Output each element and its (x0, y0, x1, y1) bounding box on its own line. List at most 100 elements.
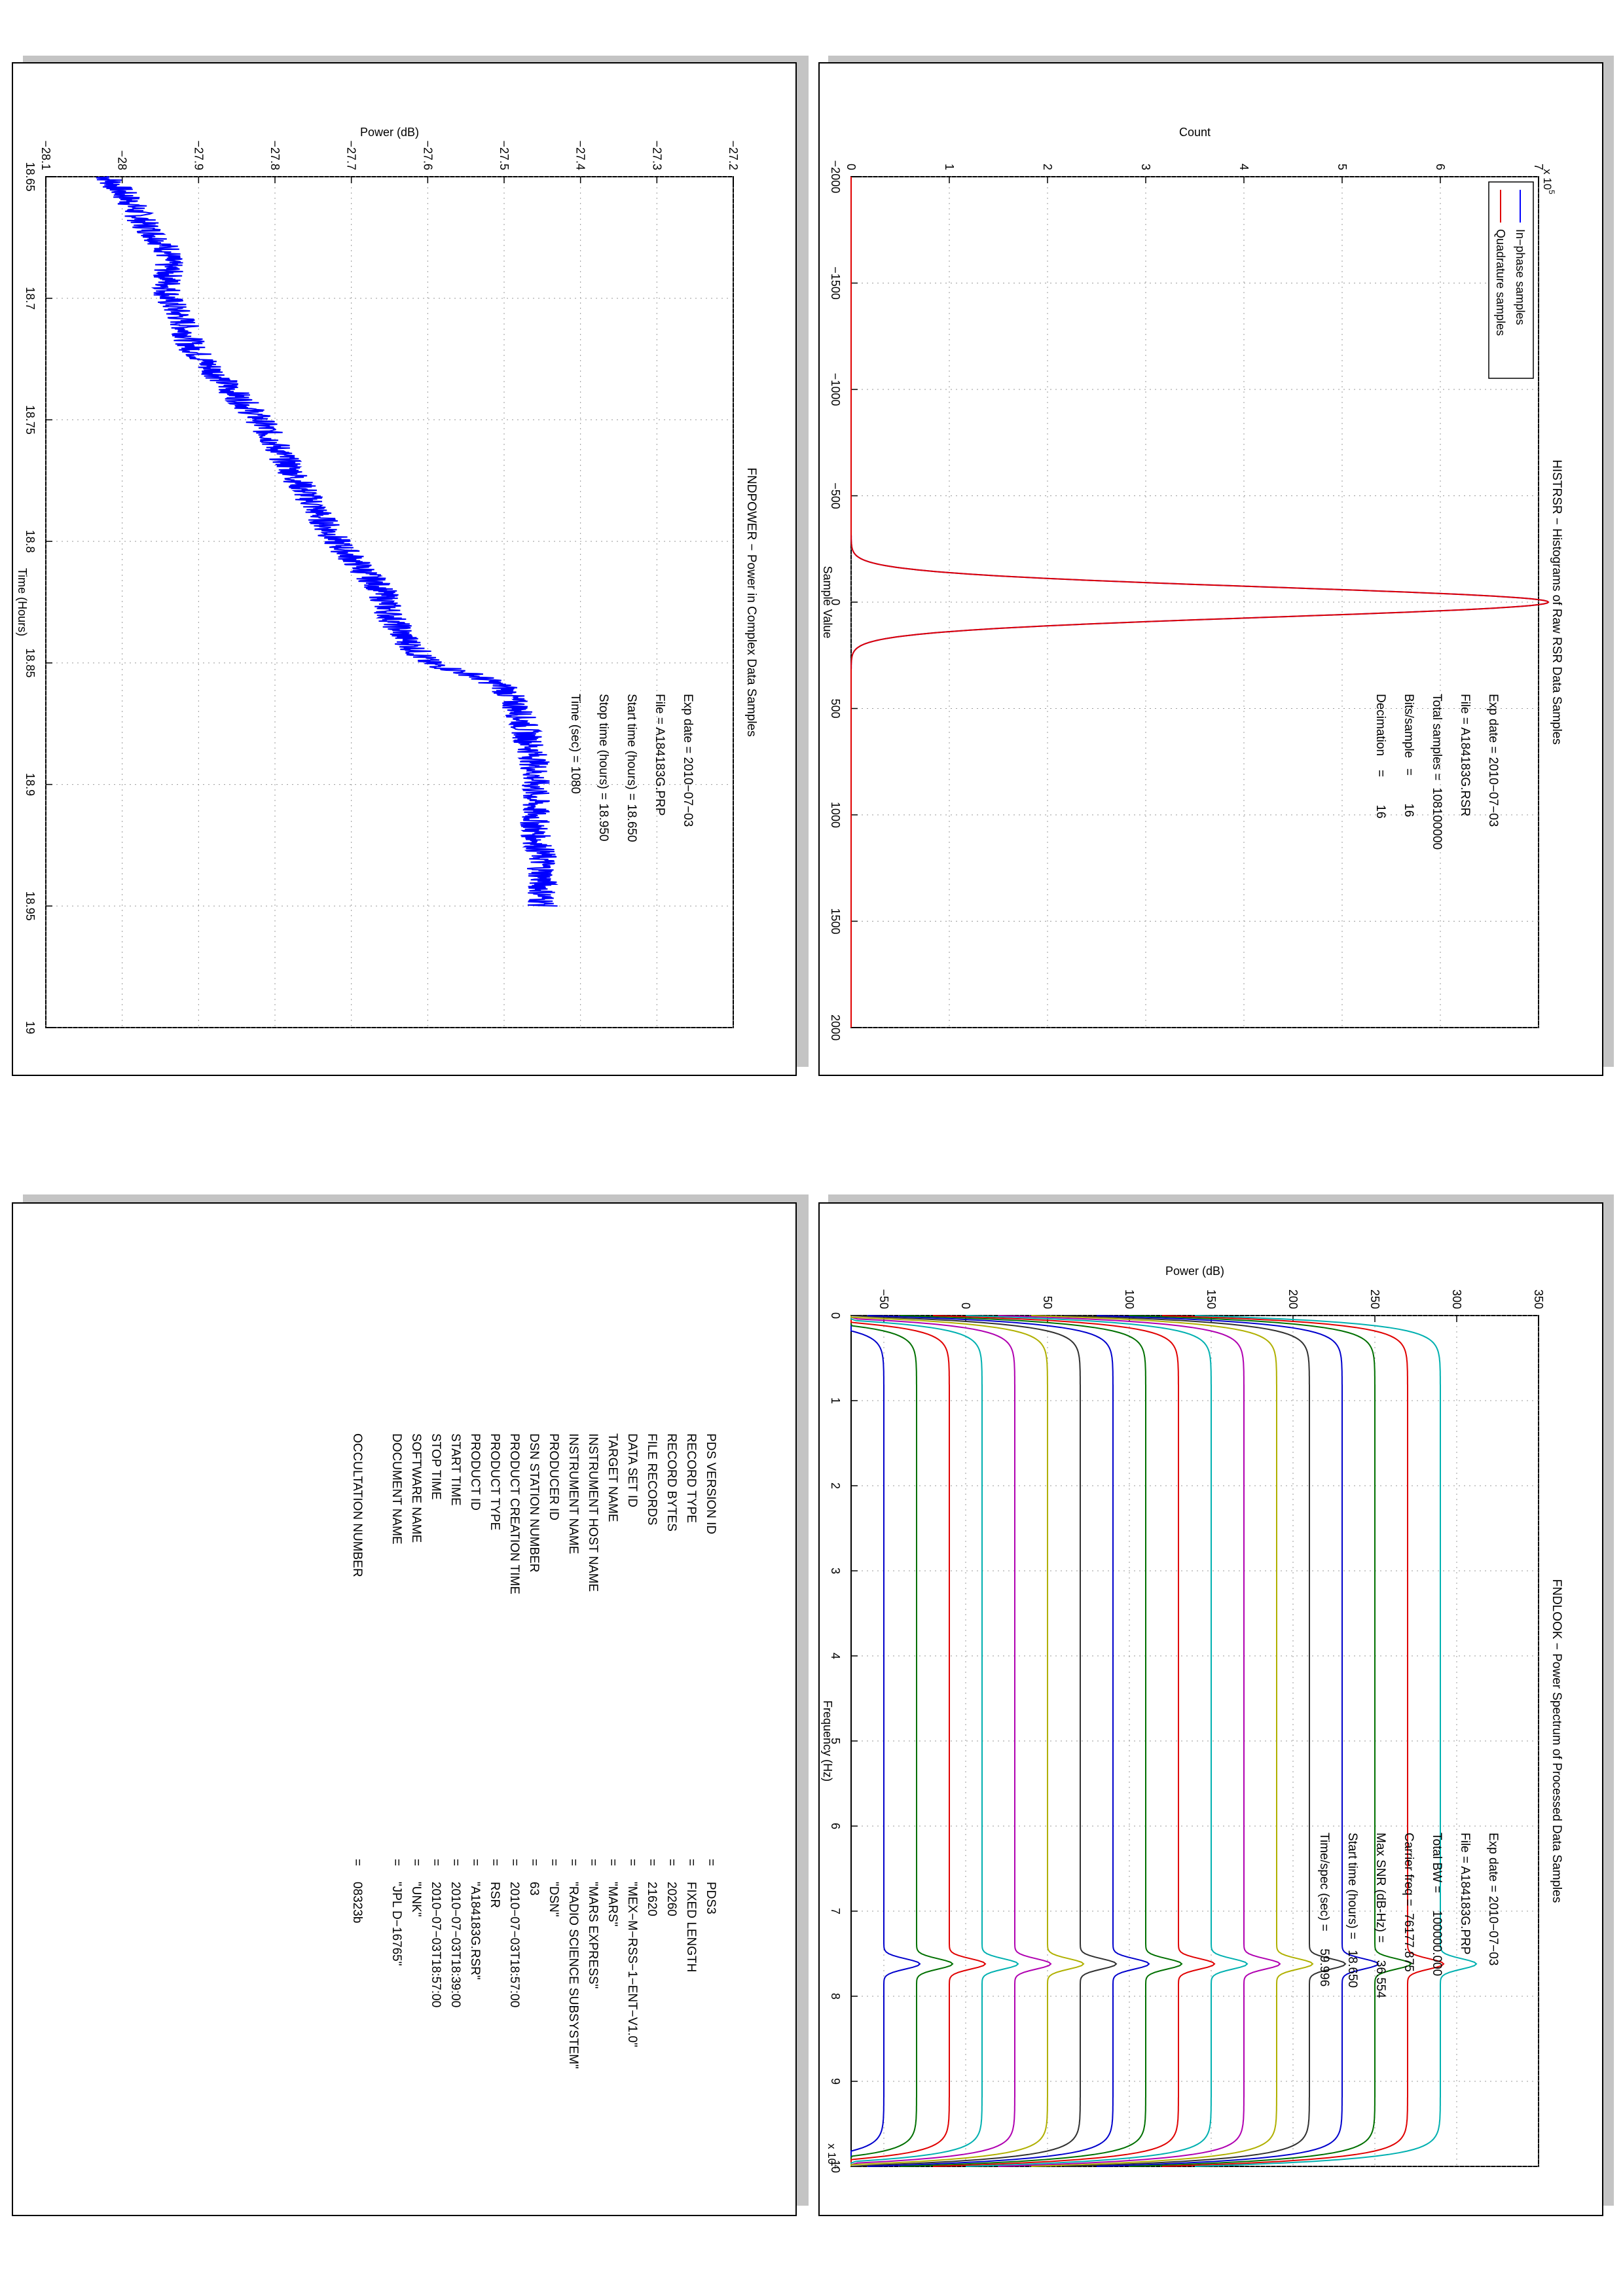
look-info: Exp date = 2010−07−03 File = A184183G.PR… (1317, 1833, 1500, 1998)
look-series-line (1063, 1315, 1347, 2167)
hist-tick-label-x: 1500 (829, 908, 842, 934)
power-info-line: Stop time (hours) = 18.950 (596, 694, 610, 842)
label-value: 2010−07−03T18:57:00 (507, 1882, 521, 2007)
look-tick-label-y: −50 (877, 1289, 890, 1309)
power-tick-label-y: −28.1 (39, 140, 52, 170)
label-equals: = (409, 1859, 423, 1866)
hist-info-line: Exp date = 2010−07−03 (1486, 694, 1500, 827)
look-ylabel: Power (dB) (1165, 1265, 1224, 1278)
label-value: "UNK" (409, 1882, 423, 1917)
label-value: "MEX−M−RSS−1−ENT−V1.0" (625, 1882, 639, 2047)
look-tick-label-x: 3 (829, 1568, 842, 1574)
look-tick-label-x: 2 (829, 1482, 842, 1489)
label-value: 20260 (665, 1882, 678, 1916)
label-key: PRODUCT CREATION TIME (507, 1433, 521, 1594)
power-tick-label-y: −27.9 (192, 140, 205, 170)
look-info-line: Total BW = 100000.000 (1430, 1833, 1444, 1976)
look-info-line: Carrier freq = 76177.875 (1402, 1833, 1415, 1972)
look-series (850, 1315, 1478, 2167)
label-key: DATA SET ID (625, 1433, 639, 1507)
hist-xlabel: Sample Value (821, 566, 834, 639)
power-tick-label-y: −27.8 (268, 140, 282, 170)
look-series-line (850, 1315, 1118, 2167)
look-tick-label-x: 9 (829, 2078, 842, 2085)
label-key: DSN STATION NUMBER (527, 1433, 541, 1573)
hist-tick-label-x: 500 (829, 698, 842, 718)
label-value: "A184183G.RSR" (468, 1882, 482, 1980)
power-tick-label-x: 18.9 (24, 773, 37, 796)
look-tick-label-x: 7 (829, 1908, 842, 1914)
look-series-line (850, 1316, 987, 2166)
label-key: INSTRUMENT NAME (566, 1433, 580, 1554)
look-tick-label-x: 6 (829, 1823, 842, 1829)
label-equals: = (665, 1859, 678, 1866)
label-equals: = (547, 1859, 560, 1866)
look-chart: 0 1 2 3 4 5 6 7 8 9 10 −50 0 50 100 150 200 250 300 350 FND… (821, 1265, 1563, 2173)
look-exponent-base: x 10 (826, 2144, 838, 2164)
label-equals: = (645, 1859, 659, 1866)
hist-tick-label-y: 2 (1041, 164, 1054, 170)
power-ylabel: Power (dB) (360, 126, 419, 139)
label-equals: = (625, 1859, 639, 1866)
label-value: "MARS EXPRESS" (586, 1882, 600, 1988)
label-value: 21620 (645, 1882, 659, 1916)
hist-tick-label-y: 3 (1139, 164, 1152, 170)
look-tick-label-x: 8 (829, 1993, 842, 2000)
power-info-line: File = A184183G.PRP (653, 694, 666, 816)
look-tick-label-y: 250 (1368, 1289, 1381, 1309)
label-equals: = (527, 1859, 541, 1866)
label-value: PDS3 (704, 1882, 718, 1914)
label-key: DOCUMENT NAME (390, 1433, 403, 1545)
power-xlabel: Time (Hours) (16, 568, 29, 636)
label-equals: = (507, 1859, 521, 1866)
look-info-line: Start time (hours) = 18.650 (1345, 1833, 1359, 1988)
look-tick-label-y: 200 (1286, 1289, 1300, 1309)
look-exponent: x 104 (826, 2144, 841, 2169)
label-key: RECORD BYTES (665, 1433, 678, 1532)
label-key: STOP TIME (429, 1433, 443, 1499)
power-tick-label-y: −27.7 (345, 140, 358, 170)
hist-tick-label-y: 4 (1237, 164, 1250, 170)
power-tick-label-y: −27.5 (498, 140, 511, 170)
hist-info-line: File = A184183G.RSR (1458, 694, 1472, 816)
power-info-line: Exp date = 2010−07−03 (681, 694, 695, 827)
label-key: FILE RECORDS (645, 1433, 659, 1525)
label-key: RECORD TYPE (684, 1433, 698, 1523)
look-series-line (850, 1316, 1019, 2166)
label-value: "JPL D−16765" (390, 1882, 403, 1965)
power-tick-label-y: −28 (116, 150, 129, 170)
power-tick-label-y: −27.3 (650, 140, 663, 170)
hist-info-line: Decimation = 16 (1374, 694, 1387, 819)
hist-tick-label-x: 0 (829, 599, 842, 605)
look-tick-label-x: 10 (829, 2160, 842, 2173)
look-series-line (1096, 1315, 1379, 2167)
look-tick-label-y: 150 (1205, 1289, 1218, 1309)
look-series-line (1030, 1315, 1314, 2167)
look-series-line (850, 1316, 954, 2166)
look-xlabel: Frequency (Hz) (821, 1700, 834, 1782)
hist-axes-box (850, 176, 1539, 1028)
look-series-line (850, 1316, 1052, 2166)
hist-legend-quadrature: Quadrature samples (1494, 229, 1507, 336)
label-key: PRODUCT TYPE (488, 1433, 501, 1530)
label-value: 2010−07−03T18:57:00 (429, 1882, 443, 2007)
hist-tick-label-x: 1000 (829, 802, 842, 828)
hist-legend: In−phase samples Quadrature samples (1488, 181, 1534, 379)
power-tick-label-x: 18.8 (24, 530, 37, 553)
look-ticks: 0 1 2 3 4 5 6 7 8 9 10 −50 0 50 100 150 200 250 300 350 (829, 1289, 1545, 2173)
label-key: PDS VERSION ID (704, 1433, 718, 1534)
label-equals: = (704, 1859, 718, 1866)
label-key: TARGET NAME (606, 1433, 619, 1522)
hist-tick-label-x: −2000 (829, 160, 842, 194)
label-equals: = (684, 1859, 698, 1866)
label-key: PRODUCER ID (547, 1433, 560, 1520)
hist-info-line: Bits/sample = 16 (1402, 694, 1415, 817)
look-tick-label-x: 0 (829, 1312, 842, 1319)
label-equals: = (586, 1859, 600, 1866)
power-ticks: 18.65 18.7 18.75 18.8 18.85 18.9 18.95 19 −28.1 −… (24, 140, 740, 1034)
label-panel (12, 1202, 797, 2216)
label-value: RSR (488, 1882, 501, 1908)
power-tick-label-y: −27.2 (727, 140, 740, 170)
hist-tick-label-y: 0 (845, 164, 858, 170)
look-info-line: File = A184183G.PRP (1458, 1833, 1472, 1954)
